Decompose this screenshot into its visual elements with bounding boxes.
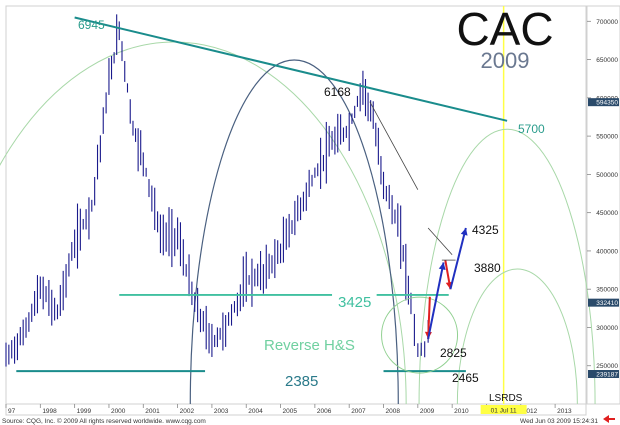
price-bars [5, 14, 429, 367]
x-tick-label: 2004 [248, 408, 263, 415]
y-highlight-box [588, 298, 619, 307]
x-tick-label: 1998 [42, 408, 57, 415]
y-highlight-label: 594350 [596, 100, 618, 107]
x-tick-label: 2012 [523, 408, 538, 415]
y-tick-label: 700000 [596, 19, 618, 26]
annotation-label: 6168 [324, 85, 351, 99]
x-tick-label: 1999 [77, 408, 92, 415]
chart-overlays: 6945 6168 5700 4325 3880 3425 2825 2465 2385 Reve… [16, 16, 545, 404]
short-trendline [369, 101, 419, 190]
y-tick-label: 450000 [596, 210, 618, 217]
projection-arrow-up-1-head [438, 262, 446, 270]
cycle-arc-right [418, 128, 596, 405]
footer-source: Source: CQG, Inc. © 2009 All rights rese… [2, 417, 206, 425]
x-tick-label: 2001 [145, 408, 160, 415]
time-marker-label: 01 Jul 11 [491, 408, 517, 415]
y-highlight-label: 239187 [596, 372, 618, 379]
chart-title: CAC [456, 3, 553, 55]
y-tick-label: 350000 [596, 287, 618, 294]
annotation-label: 6945 [78, 18, 105, 32]
y-tick-label: 400000 [596, 248, 618, 255]
y-axis-ticks: 7000006500006000005500005000004500004000… [587, 19, 619, 379]
y-tick-label: 250000 [596, 363, 618, 370]
long-term-trendline [74, 16, 508, 122]
x-tick-label: 2008 [386, 408, 401, 415]
time-marker-box [480, 405, 527, 414]
y-tick-label: 300000 [596, 325, 618, 332]
projection-arrow-up-2-head [460, 227, 468, 236]
x-axis-ticks: 97 1998 1999 2000 2001 2002 2003 2004 2005 2006 20… [5, 404, 572, 415]
y-tick-label: 500000 [596, 172, 618, 179]
projection-arrow-down-1 [427, 296, 431, 339]
annotation-label: 2465 [452, 371, 479, 385]
y-highlight-box [588, 98, 619, 107]
y-highlight-label: 332410 [596, 300, 618, 307]
x-tick-label: 2005 [283, 408, 298, 415]
x-tick-label: 2009 [420, 408, 435, 415]
y-tick-label: 550000 [596, 134, 618, 141]
annotation-label: LSRDS [489, 393, 523, 404]
annotation-label: 4325 [472, 223, 499, 237]
annotation-label: 2385 [285, 373, 318, 390]
x-axis-panel [5, 403, 587, 416]
annotation-label: Reverse H&S [264, 337, 355, 354]
x-tick-label: 2000 [111, 408, 126, 415]
annotation-label: 3425 [338, 294, 371, 311]
x-tick-label: 2006 [317, 408, 332, 415]
x-tick-label: 97 [8, 408, 16, 415]
annotation-label: 5700 [518, 122, 545, 136]
y-axis-panel [586, 5, 620, 405]
cycle-arc-small [456, 268, 578, 405]
projection-arrow-up-2 [449, 227, 467, 290]
footer-timestamp: Wed Jun 03 2009 15:24:31 [520, 418, 598, 425]
scroll-arrow-icon[interactable] [603, 415, 615, 423]
y-tick-label: 650000 [596, 57, 618, 64]
reverse-hs-circle [381, 296, 459, 374]
x-tick-label: 2003 [214, 408, 229, 415]
cycle-arc-dark [189, 59, 399, 405]
annotation-label: 2825 [440, 346, 467, 360]
y-highlight-box [588, 370, 619, 379]
x-tick-label: 2007 [351, 408, 366, 415]
neckline-segment [427, 227, 453, 256]
chart-subtitle: 2009 [481, 48, 530, 73]
annotation-label: 3880 [474, 261, 501, 275]
x-tick-label: 2013 [557, 408, 572, 415]
projection-arrow-up-1 [427, 262, 445, 340]
x-tick-label: 2002 [180, 408, 195, 415]
plot-area [5, 5, 587, 405]
x-tick-label: 2010 [454, 408, 469, 415]
